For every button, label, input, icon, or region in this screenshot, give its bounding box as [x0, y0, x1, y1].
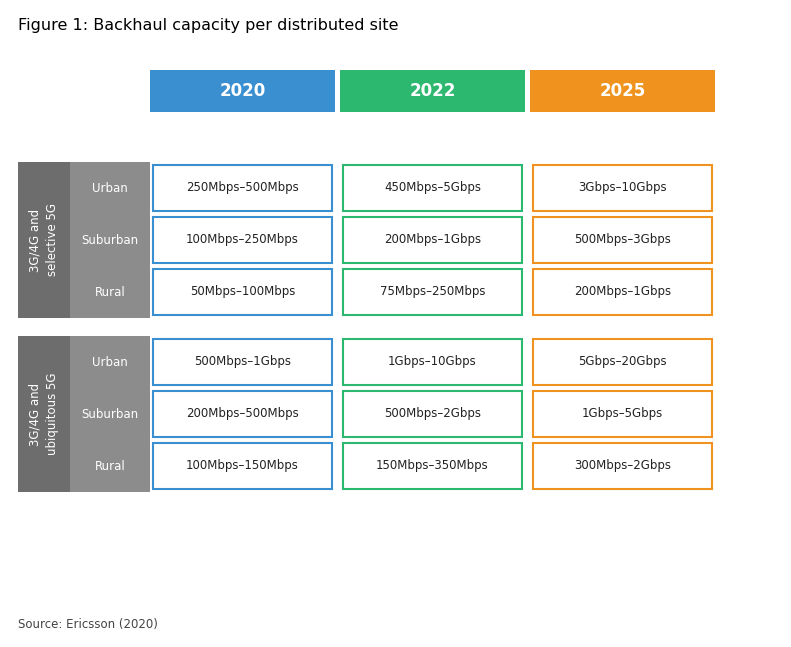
Bar — [533, 269, 712, 315]
Bar — [70, 162, 150, 214]
Bar — [343, 391, 522, 437]
Text: Figure 1: Backhaul capacity per distributed site: Figure 1: Backhaul capacity per distribu… — [18, 18, 399, 33]
Text: Rural: Rural — [95, 285, 126, 298]
Bar — [70, 440, 150, 492]
Bar — [343, 339, 522, 385]
Text: Rural: Rural — [95, 459, 126, 472]
Bar — [343, 165, 522, 211]
Bar — [530, 70, 715, 112]
Bar — [153, 165, 332, 211]
Text: 2025: 2025 — [600, 82, 645, 100]
Text: 200Mbps–1Gbps: 200Mbps–1Gbps — [574, 285, 671, 298]
Text: 3Gbps–10Gbps: 3Gbps–10Gbps — [578, 182, 667, 195]
Text: 2022: 2022 — [409, 82, 456, 100]
Text: Urban: Urban — [92, 355, 128, 369]
Bar — [153, 217, 332, 263]
Text: 450Mbps–5Gbps: 450Mbps–5Gbps — [384, 182, 481, 195]
Text: 500Mbps–1Gbps: 500Mbps–1Gbps — [194, 355, 291, 369]
Bar — [533, 391, 712, 437]
Bar — [533, 443, 712, 489]
Text: 3G/4G and
selective 5G: 3G/4G and selective 5G — [29, 204, 59, 276]
Bar — [150, 70, 335, 112]
Bar — [533, 339, 712, 385]
Bar — [533, 217, 712, 263]
Bar — [70, 266, 150, 318]
Bar — [343, 269, 522, 315]
Text: 250Mbps–500Mbps: 250Mbps–500Mbps — [186, 182, 299, 195]
Text: Urban: Urban — [92, 182, 128, 195]
Text: 100Mbps–250Mbps: 100Mbps–250Mbps — [186, 234, 299, 247]
Bar — [153, 339, 332, 385]
Text: 75Mbps–250Mbps: 75Mbps–250Mbps — [380, 285, 485, 298]
Text: 200Mbps–1Gbps: 200Mbps–1Gbps — [384, 234, 481, 247]
Text: 1Gbps–10Gbps: 1Gbps–10Gbps — [388, 355, 477, 369]
Text: 200Mbps–500Mbps: 200Mbps–500Mbps — [186, 408, 299, 421]
Bar — [533, 165, 712, 211]
Bar — [18, 162, 70, 318]
Text: 5Gbps–20Gbps: 5Gbps–20Gbps — [578, 355, 667, 369]
Text: Source: Ericsson (2020): Source: Ericsson (2020) — [18, 618, 158, 631]
Bar — [70, 336, 150, 388]
Text: Suburban: Suburban — [81, 234, 138, 247]
Bar — [18, 336, 70, 492]
Bar — [153, 391, 332, 437]
Text: 2020: 2020 — [219, 82, 266, 100]
Bar — [70, 388, 150, 440]
Bar — [70, 214, 150, 266]
Text: 150Mbps–350Mbps: 150Mbps–350Mbps — [377, 459, 489, 472]
Text: 50Mbps–100Mbps: 50Mbps–100Mbps — [190, 285, 295, 298]
Text: 500Mbps–2Gbps: 500Mbps–2Gbps — [384, 408, 481, 421]
Text: 3G/4G and
ubiquitous 5G: 3G/4G and ubiquitous 5G — [29, 373, 59, 455]
Bar — [153, 269, 332, 315]
Bar — [153, 443, 332, 489]
Bar — [343, 443, 522, 489]
Text: 500Mbps–3Gbps: 500Mbps–3Gbps — [574, 234, 671, 247]
Text: Suburban: Suburban — [81, 408, 138, 421]
Text: 100Mbps–150Mbps: 100Mbps–150Mbps — [186, 459, 299, 472]
Text: 1Gbps–5Gbps: 1Gbps–5Gbps — [582, 408, 663, 421]
Bar — [340, 70, 525, 112]
Text: 300Mbps–2Gbps: 300Mbps–2Gbps — [574, 459, 671, 472]
Bar — [343, 217, 522, 263]
